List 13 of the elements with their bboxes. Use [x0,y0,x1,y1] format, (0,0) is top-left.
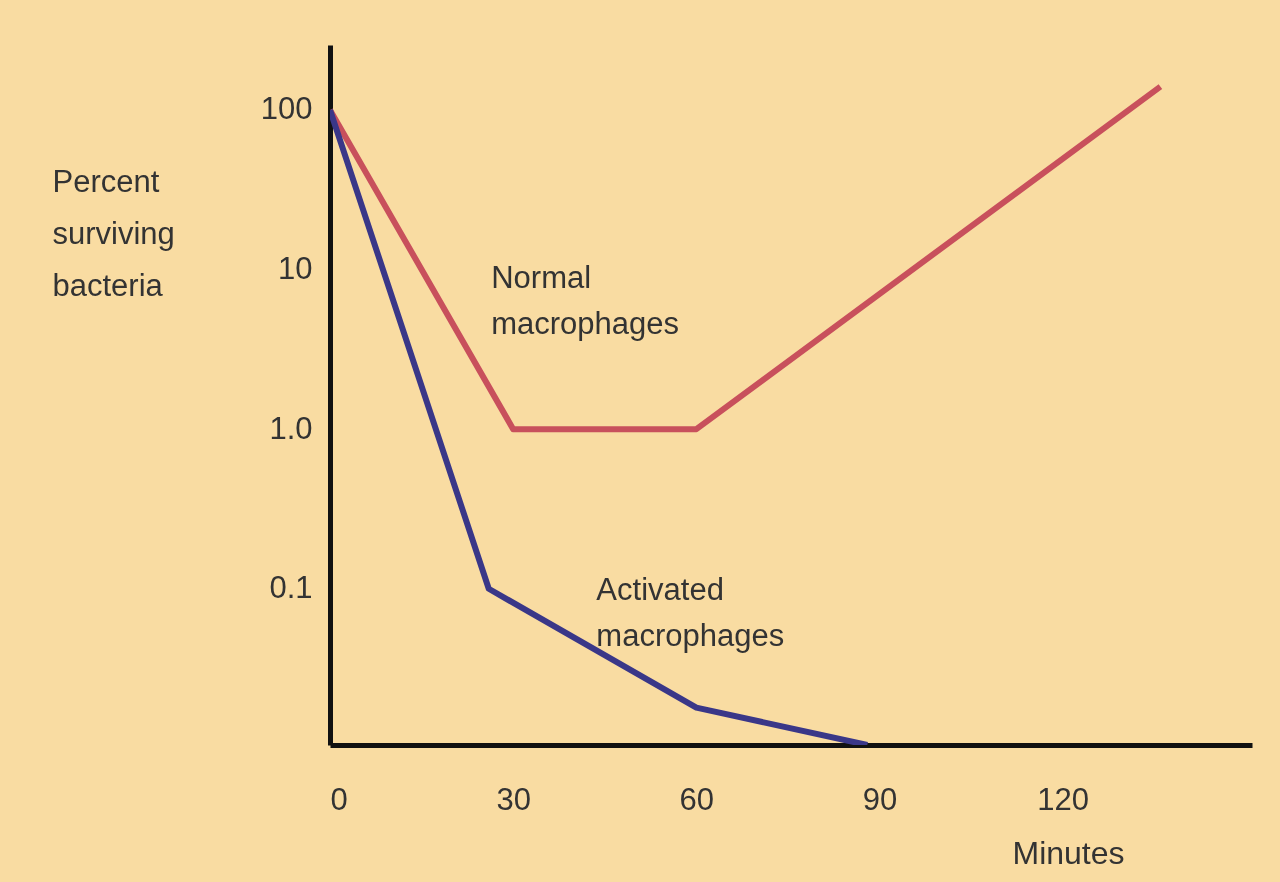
y-tick-label: 0.1 [269,570,313,606]
y-tick-label: 1.0 [269,410,313,446]
x-tick-label: 120 [1037,781,1090,817]
series-label: Activated macrophages [596,571,785,653]
x-tick-label: 90 [862,781,898,817]
x-axis-title: Minutes [1012,834,1125,871]
x-tick-label: 0 [330,781,348,817]
series-label: Normal macrophages [491,260,680,342]
y-tick-label: 10 [278,251,313,287]
y-axis-title: Percent surviving bacteria [52,163,175,303]
y-tick-label: 100 [260,91,313,127]
x-tick-label: 30 [496,781,531,817]
x-tick-label: 60 [679,781,715,817]
